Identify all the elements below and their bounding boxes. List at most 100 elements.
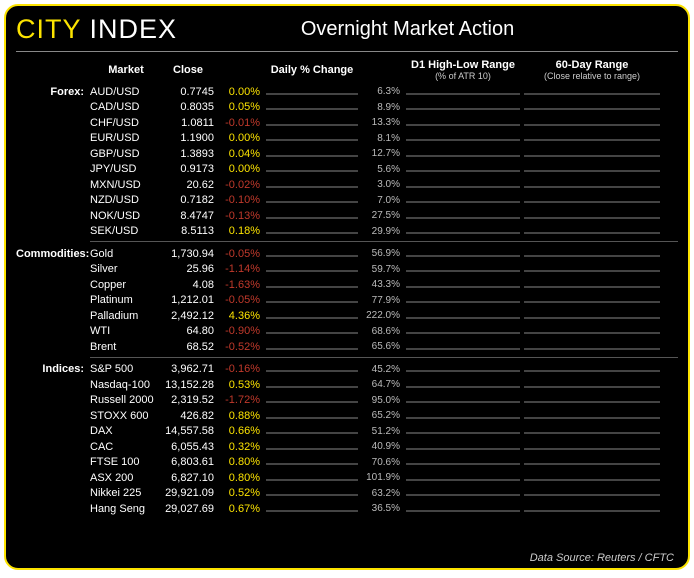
pct-change: -1.63% [222,279,264,291]
d1-range-label: 12.7% [360,148,404,159]
table-row: Forex:AUD/USD0.77450.00%6.3% [16,84,678,100]
market-name: Copper [90,279,162,291]
market-name: Hang Seng [90,503,162,515]
pct-change: -0.01% [222,117,264,129]
pct-change: 0.67% [222,503,264,515]
market-name: Nikkei 225 [90,487,162,499]
close-value: 8.4747 [162,210,222,222]
close-value: 0.8035 [162,101,222,113]
close-value: 64.80 [162,325,222,337]
close-value: 4.08 [162,279,222,291]
d1-range-label: 7.0% [360,195,404,206]
close-value: 8.5113 [162,225,222,237]
group-separator [90,241,678,244]
table-header: Market Close Daily % Change D1 High-Low … [16,56,678,84]
header-market: Market [90,64,162,76]
close-value: 20.62 [162,179,222,191]
pct-change: 0.88% [222,410,264,422]
close-value: 6,803.61 [162,456,222,468]
pct-change: -0.90% [222,325,264,337]
d1-range-label: 45.2% [360,364,404,375]
pct-change: 0.04% [222,148,264,160]
table-row: Palladium2,492.124.36%222.0% [16,308,678,324]
pct-change: -0.10% [222,194,264,206]
pct-change: -0.05% [222,248,264,260]
pct-change: -1.72% [222,394,264,406]
header-d1-main: D1 High-Low Range [411,59,515,71]
header-d1-sub: (% of ATR 10) [404,71,522,81]
table-row: Copper4.08-1.63% 43.3% [16,277,678,293]
market-name: STOXX 600 [90,410,162,422]
close-value: 6,055.43 [162,441,222,453]
table-row: Commodities:Gold1,730.94-0.05%56.9% [16,246,678,262]
market-name: Gold [90,248,162,260]
market-name: Russell 2000 [90,394,162,406]
d1-range-label: 51.2% [360,426,404,437]
category-label: Commodities: [16,248,90,260]
pct-change: 0.66% [222,425,264,437]
market-name: JPY/USD [90,163,162,175]
market-name: NOK/USD [90,210,162,222]
page-title: Overnight Market Action [177,18,638,41]
table-row: Platinum1,212.01-0.05%77.9% [16,293,678,309]
close-value: 13,152.28 [162,379,222,391]
market-name: GBP/USD [90,148,162,160]
table-row: Nikkei 22529,921.090.52%63.2% [16,486,678,502]
header-60-main: 60-Day Range [556,59,629,71]
close-value: 14,557.58 [162,425,222,437]
pct-change: 0.00% [222,86,264,98]
close-value: 2,492.12 [162,310,222,322]
pct-change: 4.36% [222,310,264,322]
group-separator [90,357,678,360]
market-name: CAD/USD [90,101,162,113]
d1-range-label: 5.6% [360,164,404,175]
close-value: 25.96 [162,263,222,275]
category-label: Indices: [16,363,90,375]
table-row: ASX 2006,827.100.80%101.9% [16,470,678,486]
d1-range-label: 3.0% [360,179,404,190]
d1-range-label: 95.0% [360,395,404,406]
pct-change: -0.52% [222,341,264,353]
close-value: 1.1900 [162,132,222,144]
d1-range-label: 64.7% [360,379,404,390]
d1-range-label: 59.7% [360,264,404,275]
close-value: 1,730.94 [162,248,222,260]
pct-change: 0.00% [222,163,264,175]
market-name: Silver [90,263,162,275]
d1-range-label: 68.6% [360,326,404,337]
table-row: Indices:S&P 5003,962.71-0.16%45.2% [16,362,678,378]
close-value: 0.7745 [162,86,222,98]
d1-range-label: 65.2% [360,410,404,421]
table-row: Nasdaq-10013,152.280.53%64.7% [16,377,678,393]
d1-range-label: 27.5% [360,210,404,221]
table-row: DAX14,557.580.66%51.2% [16,424,678,440]
d1-range-label: 43.3% [360,279,404,290]
d1-range-label: 13.3% [360,117,404,128]
header-close: Close [162,64,222,76]
market-name: EUR/USD [90,132,162,144]
header-60: 60-Day Range (Close relative to range) [522,59,662,81]
close-value: 1,212.01 [162,294,222,306]
category-label: Forex: [16,86,90,98]
close-value: 29,027.69 [162,503,222,515]
logo-index: INDEX [90,14,178,44]
market-name: CHF/USD [90,117,162,129]
market-name: CAC [90,441,162,453]
pct-change: -0.13% [222,210,264,222]
logo-city: CITY [16,14,81,44]
table-row: Hang Seng29,027.690.67%36.5% [16,501,678,517]
pct-change: -0.02% [222,179,264,191]
close-value: 29,921.09 [162,487,222,499]
table-row: Silver25.96-1.14%59.7% [16,262,678,278]
table-row: FTSE 1006,803.610.80%70.6% [16,455,678,471]
market-name: NZD/USD [90,194,162,206]
table-row: CHF/USD1.0811-0.01% 13.3% [16,115,678,131]
d1-range-label: 65.6% [360,341,404,352]
pct-change: 0.53% [222,379,264,391]
market-name: FTSE 100 [90,456,162,468]
close-value: 1.0811 [162,117,222,129]
market-name: S&P 500 [90,363,162,375]
table-row: SEK/USD8.51130.18%29.9% [16,224,678,240]
table-row: STOXX 600426.820.88%65.2% [16,408,678,424]
table-row: EUR/USD1.19000.00%8.1% [16,131,678,147]
